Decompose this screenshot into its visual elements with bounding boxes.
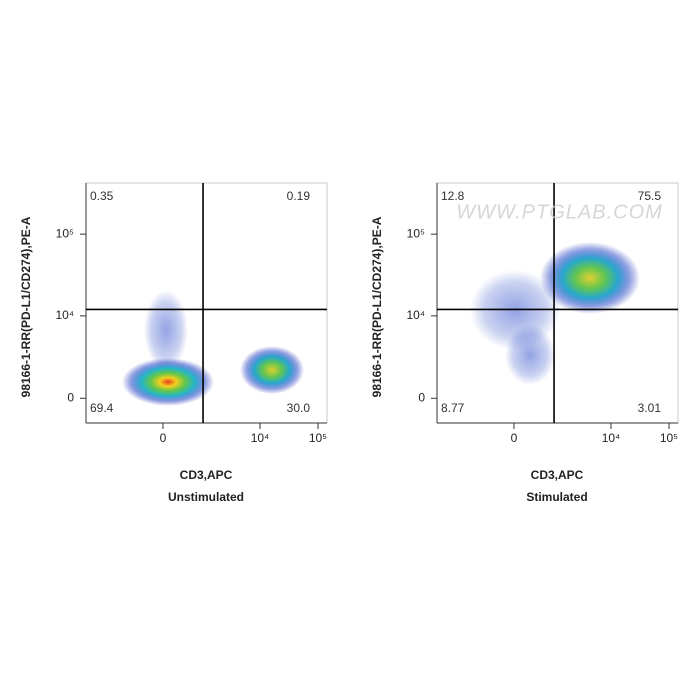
y-axis-label: 98166-1-RR(PD-L1/CD274),PE-A: [370, 216, 384, 397]
y-tick-label: 0: [418, 390, 425, 404]
x-axis-label: CD3,APC: [180, 468, 233, 482]
quadrant-percent: 0.19: [287, 189, 311, 203]
x-axis-label: CD3,APC: [531, 468, 584, 482]
quadrant-percent: 75.5: [638, 189, 662, 203]
y-tick-label: 10⁵: [407, 226, 425, 240]
y-axis-label: 98166-1-RR(PD-L1/CD274),PE-A: [19, 216, 33, 397]
x-tick-label: 10⁵: [660, 431, 678, 445]
panel-title: Unstimulated: [168, 490, 244, 504]
x-tick-label: 10⁴: [251, 431, 270, 445]
watermark: WWW.PTGLAB.COM: [456, 201, 663, 223]
panel-title: Stimulated: [526, 490, 587, 504]
quadrant-percent: 3.01: [638, 401, 662, 415]
x-tick-label: 0: [160, 431, 167, 445]
y-tick-label: 10⁴: [406, 308, 425, 322]
x-tick-label: 10⁵: [309, 431, 327, 445]
x-tick-label: 0: [511, 431, 518, 445]
y-tick-label: 10⁵: [56, 226, 74, 240]
quadrant-percent: 0.35: [90, 189, 114, 203]
quadrant-percent: 12.8: [441, 189, 465, 203]
y-tick-label: 10⁴: [55, 308, 74, 322]
density-left: [122, 290, 304, 406]
density-right: [470, 242, 640, 385]
y-tick-label: 0: [67, 390, 74, 404]
quadrant-percent: 69.4: [90, 401, 114, 415]
x-tick-label: 10⁴: [602, 431, 621, 445]
quadrant-percent: 8.77: [441, 401, 465, 415]
quadrant-percent: 30.0: [287, 401, 311, 415]
